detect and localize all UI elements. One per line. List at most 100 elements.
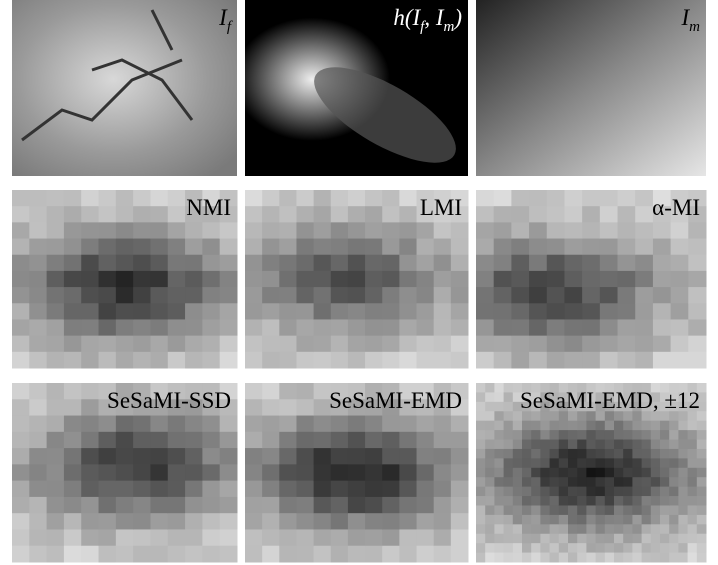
cell bbox=[279, 546, 297, 563]
cell bbox=[262, 303, 280, 320]
cell bbox=[348, 416, 366, 433]
cell bbox=[642, 534, 652, 544]
cell bbox=[642, 487, 652, 497]
cell bbox=[81, 497, 99, 514]
cell bbox=[99, 255, 117, 272]
cell bbox=[185, 271, 203, 288]
cell bbox=[220, 513, 238, 530]
cell bbox=[522, 543, 532, 553]
cell bbox=[660, 496, 670, 506]
cell bbox=[688, 477, 698, 487]
cell bbox=[279, 319, 297, 336]
cell bbox=[331, 222, 349, 239]
cell bbox=[220, 416, 238, 433]
cell bbox=[399, 287, 417, 304]
cell bbox=[116, 239, 134, 256]
cell bbox=[596, 534, 606, 544]
cell bbox=[586, 534, 596, 544]
cell bbox=[47, 206, 65, 223]
cell bbox=[559, 515, 569, 525]
cell bbox=[150, 416, 168, 433]
cell bbox=[262, 383, 280, 400]
cell bbox=[600, 336, 618, 353]
cell bbox=[632, 458, 642, 468]
cell bbox=[451, 497, 469, 514]
cell bbox=[577, 487, 587, 497]
cell bbox=[504, 402, 514, 412]
cell bbox=[485, 515, 495, 525]
cell bbox=[494, 303, 512, 320]
cell bbox=[568, 458, 578, 468]
cell bbox=[494, 402, 504, 412]
cell bbox=[331, 255, 349, 272]
cell bbox=[529, 303, 547, 320]
cell bbox=[116, 464, 134, 481]
cell bbox=[653, 336, 671, 353]
label-text: α-MI bbox=[652, 195, 700, 220]
cell bbox=[504, 440, 514, 450]
cell bbox=[476, 487, 486, 497]
cell bbox=[476, 421, 486, 431]
cell bbox=[382, 271, 400, 288]
cell bbox=[296, 513, 314, 530]
cell bbox=[12, 383, 30, 400]
cell bbox=[382, 352, 400, 369]
cell bbox=[494, 255, 512, 272]
cell bbox=[64, 319, 82, 336]
cell bbox=[635, 239, 653, 256]
cell bbox=[399, 546, 417, 563]
cell bbox=[582, 239, 600, 256]
cell bbox=[451, 336, 469, 353]
cell bbox=[671, 271, 689, 288]
cell bbox=[296, 255, 314, 272]
cell bbox=[64, 464, 82, 481]
cell bbox=[202, 529, 220, 546]
cell bbox=[434, 464, 452, 481]
cell bbox=[596, 477, 606, 487]
cell bbox=[47, 271, 65, 288]
cell bbox=[434, 352, 452, 369]
cell bbox=[586, 553, 596, 563]
cell bbox=[81, 255, 99, 272]
cell bbox=[476, 255, 494, 272]
cell bbox=[399, 352, 417, 369]
cell bbox=[417, 271, 435, 288]
cell bbox=[168, 448, 186, 465]
cell bbox=[434, 287, 452, 304]
cell bbox=[168, 513, 186, 530]
cell bbox=[399, 271, 417, 288]
cell bbox=[331, 190, 349, 207]
cell bbox=[382, 432, 400, 449]
cell bbox=[47, 303, 65, 320]
cell bbox=[279, 352, 297, 369]
cell bbox=[564, 287, 582, 304]
cell bbox=[99, 432, 117, 449]
cell bbox=[202, 497, 220, 514]
cell bbox=[365, 239, 383, 256]
cell bbox=[494, 505, 504, 515]
cell bbox=[168, 190, 186, 207]
cell bbox=[586, 449, 596, 459]
cell bbox=[559, 440, 569, 450]
cell bbox=[635, 303, 653, 320]
cell bbox=[365, 303, 383, 320]
cell bbox=[262, 448, 280, 465]
cell bbox=[540, 496, 550, 506]
cell bbox=[365, 481, 383, 498]
cell bbox=[116, 190, 134, 207]
cell bbox=[417, 546, 435, 563]
cell bbox=[568, 553, 578, 563]
cell bbox=[314, 432, 332, 449]
panel-label: NMI bbox=[186, 195, 231, 220]
cell bbox=[513, 534, 523, 544]
cell bbox=[331, 432, 349, 449]
cell bbox=[577, 477, 587, 487]
cell bbox=[133, 271, 151, 288]
cell bbox=[279, 513, 297, 530]
cell bbox=[540, 487, 550, 497]
cell bbox=[331, 319, 349, 336]
cell bbox=[605, 440, 615, 450]
cell bbox=[331, 416, 349, 433]
cell bbox=[671, 239, 689, 256]
cell bbox=[529, 255, 547, 272]
